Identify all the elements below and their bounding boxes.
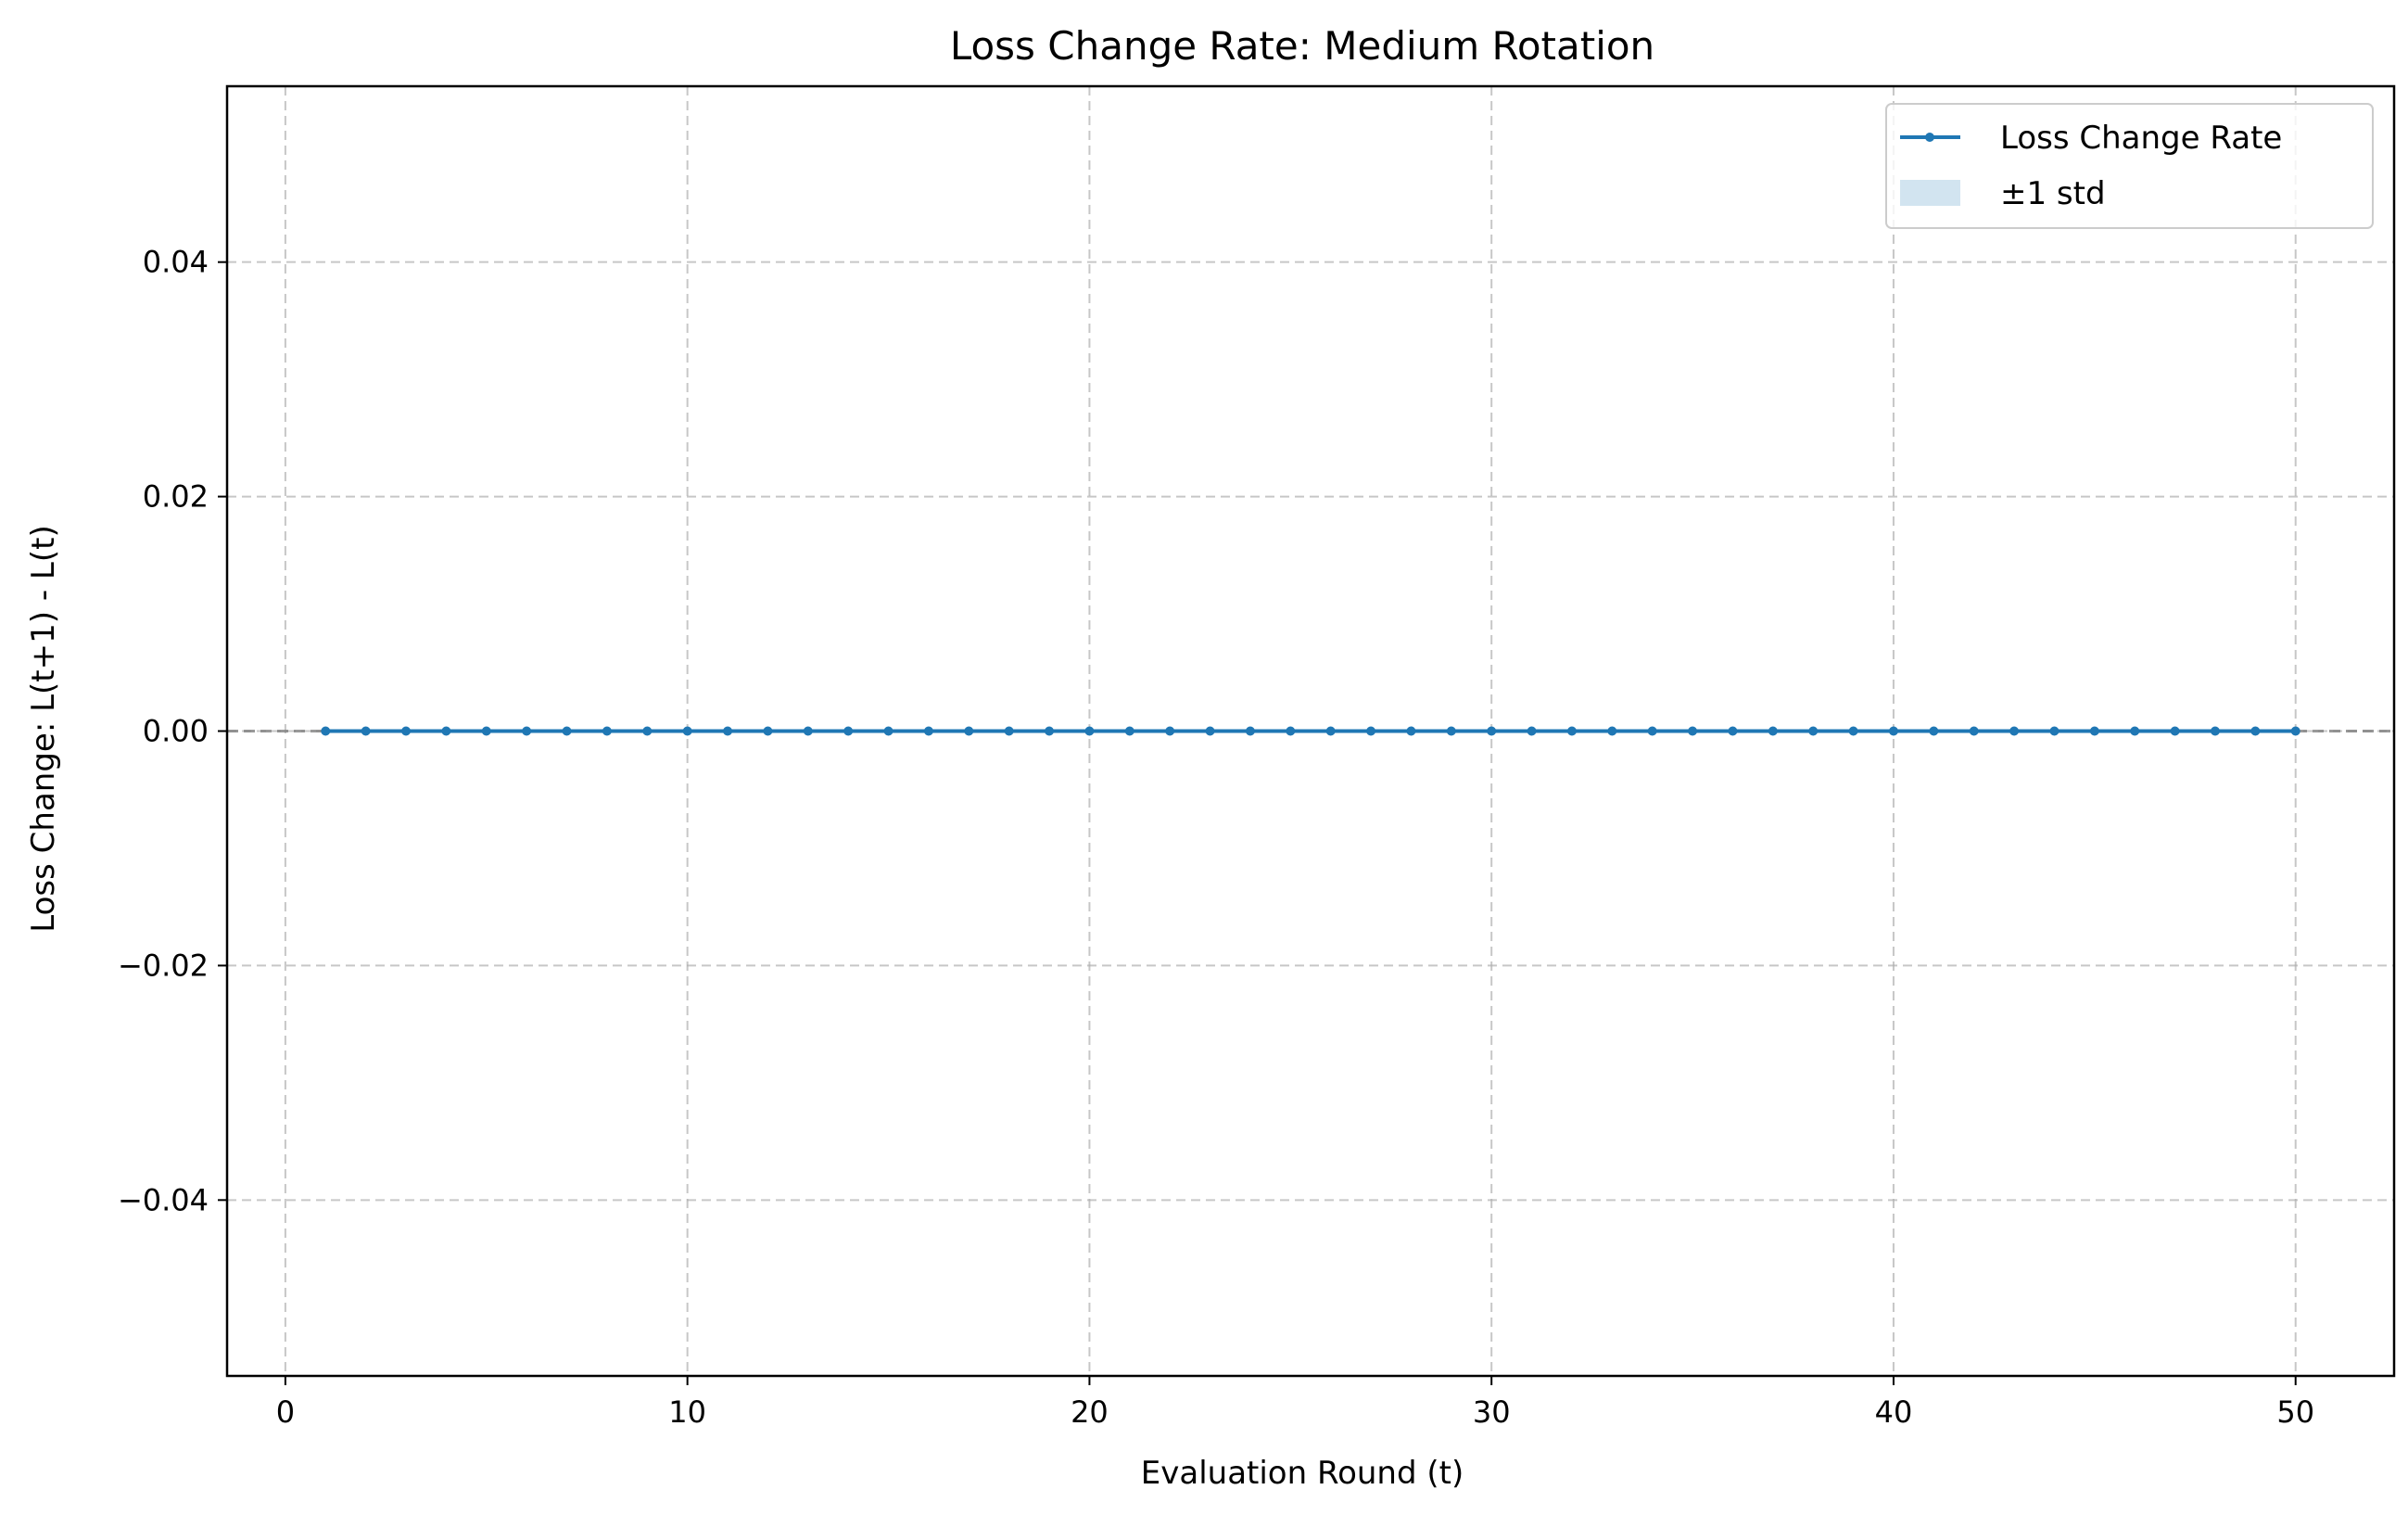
- data-point: [1888, 726, 1898, 736]
- data-point: [481, 726, 491, 736]
- data-point: [1045, 726, 1055, 736]
- y-tick-label: 0.00: [143, 714, 209, 749]
- data-point: [1688, 726, 1698, 736]
- data-point: [642, 726, 653, 736]
- x-tick-label: 20: [1071, 1394, 1109, 1430]
- y-tick-label: −0.02: [118, 948, 209, 983]
- data-point: [401, 726, 412, 736]
- legend-series-label: Loss Change Rate: [2000, 120, 2282, 157]
- data-point: [1165, 726, 1175, 736]
- data-point: [2290, 726, 2300, 736]
- data-point: [1406, 726, 1416, 736]
- x-tick-label: 40: [1875, 1394, 1913, 1430]
- legend: Loss Change Rate ±1 std: [1885, 103, 2374, 229]
- data-point: [2089, 726, 2099, 736]
- data-point: [923, 726, 933, 736]
- data-point: [1446, 726, 1456, 736]
- data-point: [2049, 726, 2059, 736]
- data-point: [1607, 726, 1617, 736]
- x-tick-label: 50: [2276, 1394, 2314, 1430]
- legend-marker-swatch: [1925, 133, 1934, 142]
- data-point: [883, 726, 893, 736]
- y-tick-label: 0.02: [143, 479, 209, 515]
- data-point: [522, 726, 532, 736]
- x-tick-label: 30: [1473, 1394, 1511, 1430]
- data-point: [1325, 726, 1336, 736]
- data-point: [1808, 726, 1819, 736]
- data-point: [1929, 726, 1939, 736]
- data-point: [803, 726, 813, 736]
- data-point: [2250, 726, 2261, 736]
- data-point: [2009, 726, 2020, 736]
- data-point: [1647, 726, 1657, 736]
- data-point: [1487, 726, 1497, 736]
- data-point: [1124, 726, 1134, 736]
- data-point: [723, 726, 733, 736]
- series-layer: [321, 726, 2300, 736]
- data-point: [1728, 726, 1738, 736]
- data-point: [1084, 726, 1095, 736]
- data-point: [2130, 726, 2140, 736]
- data-point: [1566, 726, 1577, 736]
- y-tick-label: 0.04: [143, 245, 209, 280]
- data-point: [562, 726, 572, 736]
- data-point: [1848, 726, 1858, 736]
- data-point: [682, 726, 692, 736]
- legend-band-label: ±1 std: [2000, 175, 2106, 212]
- data-point: [361, 726, 371, 736]
- x-axis-label: Evaluation Round (t): [1141, 1455, 1464, 1492]
- data-point: [1969, 726, 1979, 736]
- x-tick-label: 10: [668, 1394, 706, 1430]
- data-point: [2170, 726, 2180, 736]
- y-tick-label: −0.04: [118, 1182, 209, 1217]
- data-point: [1768, 726, 1778, 736]
- data-point: [763, 726, 773, 736]
- data-point: [1286, 726, 1296, 736]
- data-point: [1004, 726, 1014, 736]
- chart-title: Loss Change Rate: Medium Rotation: [950, 23, 1654, 69]
- data-point: [602, 726, 612, 736]
- data-point: [1205, 726, 1215, 736]
- data-point: [1527, 726, 1537, 736]
- data-point: [321, 726, 331, 736]
- x-axis-ticks: 0 10 20 30 40 50: [276, 1376, 2314, 1430]
- data-point: [1366, 726, 1376, 736]
- x-tick-label: 0: [276, 1394, 295, 1430]
- data-point: [1245, 726, 1255, 736]
- legend-box: [1885, 103, 2374, 229]
- data-point: [2210, 726, 2220, 736]
- data-point: [843, 726, 854, 736]
- y-axis-ticks: −0.04 −0.02 0.00 0.02 0.04: [118, 245, 227, 1217]
- y-axis-label: Loss Change: L(t+1) - L(t): [25, 525, 62, 932]
- data-point: [441, 726, 451, 736]
- data-point: [964, 726, 974, 736]
- legend-band-swatch: [1900, 180, 1960, 206]
